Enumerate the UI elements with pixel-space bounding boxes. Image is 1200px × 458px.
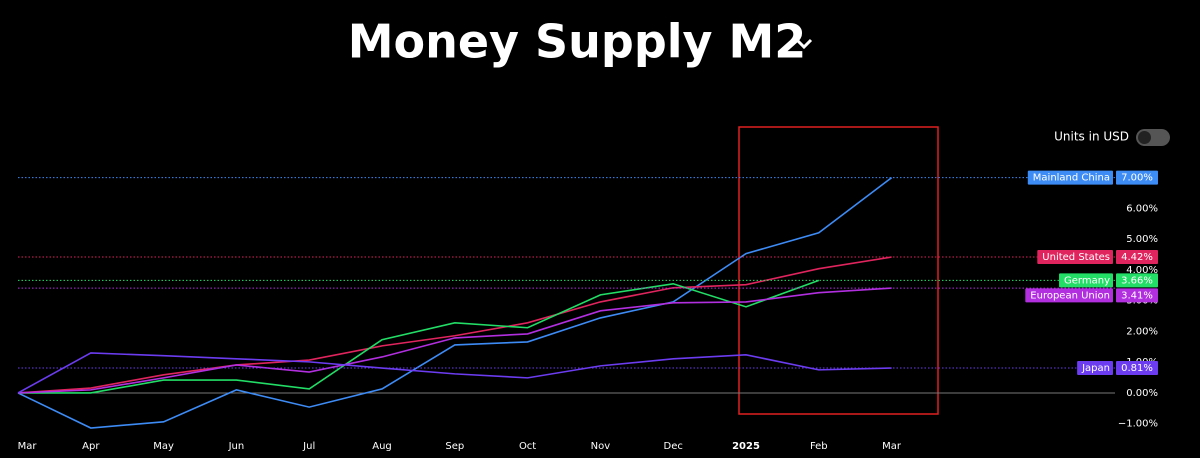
x-tick-label: Mar [18,441,38,452]
x-tick-label: Jun [228,441,245,452]
value-label-box [1116,273,1158,288]
legend-name: Japan [1081,363,1110,374]
x-tick-label: Oct [519,441,536,452]
legend-name: Germany [1064,275,1110,286]
legend-name-box [1059,273,1113,288]
value-label: 3.66% [1121,275,1153,286]
highlight-box [738,126,939,415]
y-tick-label: 4.00% [1126,265,1158,276]
toggle-label: Units in USD [1054,130,1129,144]
value-label: 4.42% [1121,252,1153,263]
x-tick-label: Dec [664,441,683,452]
x-tick-label: Aug [372,441,392,452]
x-tick-label: Mar [882,441,902,452]
x-tick-label: Jul [302,441,315,452]
series-line [17,352,892,394]
x-tick-label: Nov [591,441,611,452]
x-tick-label: Feb [810,441,828,452]
legend-name-box [1077,361,1113,376]
value-label-box [1116,361,1158,376]
title-chevron[interactable] [795,38,813,50]
y-tick-label: 2.00% [1126,326,1158,337]
series-line [17,287,892,394]
toggle-knob [1138,131,1151,144]
x-tick-label: May [153,441,174,452]
series-line [17,177,893,429]
x-tick-label: 2025 [732,441,760,452]
series-line [17,256,892,394]
legend-name-box [1037,250,1113,265]
legend-name: European Union [1030,290,1110,301]
y-tick-label: −1.00% [1118,419,1158,430]
y-tick-label: 0.00% [1126,388,1158,399]
x-tick-label: Apr [82,441,100,452]
y-tick-label: 5.00% [1126,234,1158,245]
value-label: 7.00% [1121,173,1153,184]
legend-name: United States [1042,252,1110,263]
value-label: 3.41% [1121,290,1153,301]
legend-name: Mainland China [1033,173,1110,184]
value-label: 0.81% [1121,363,1153,374]
chart-title: Money Supply M2 [348,15,807,69]
value-label-box [1116,288,1158,303]
legend-name-box [1025,288,1113,303]
legend-name-box [1027,170,1113,185]
value-label-box [1116,250,1158,265]
value-label-box [1116,170,1158,185]
x-tick-label: Sep [445,441,464,452]
series-line [18,279,820,394]
y-tick-label: 6.00% [1126,203,1158,214]
